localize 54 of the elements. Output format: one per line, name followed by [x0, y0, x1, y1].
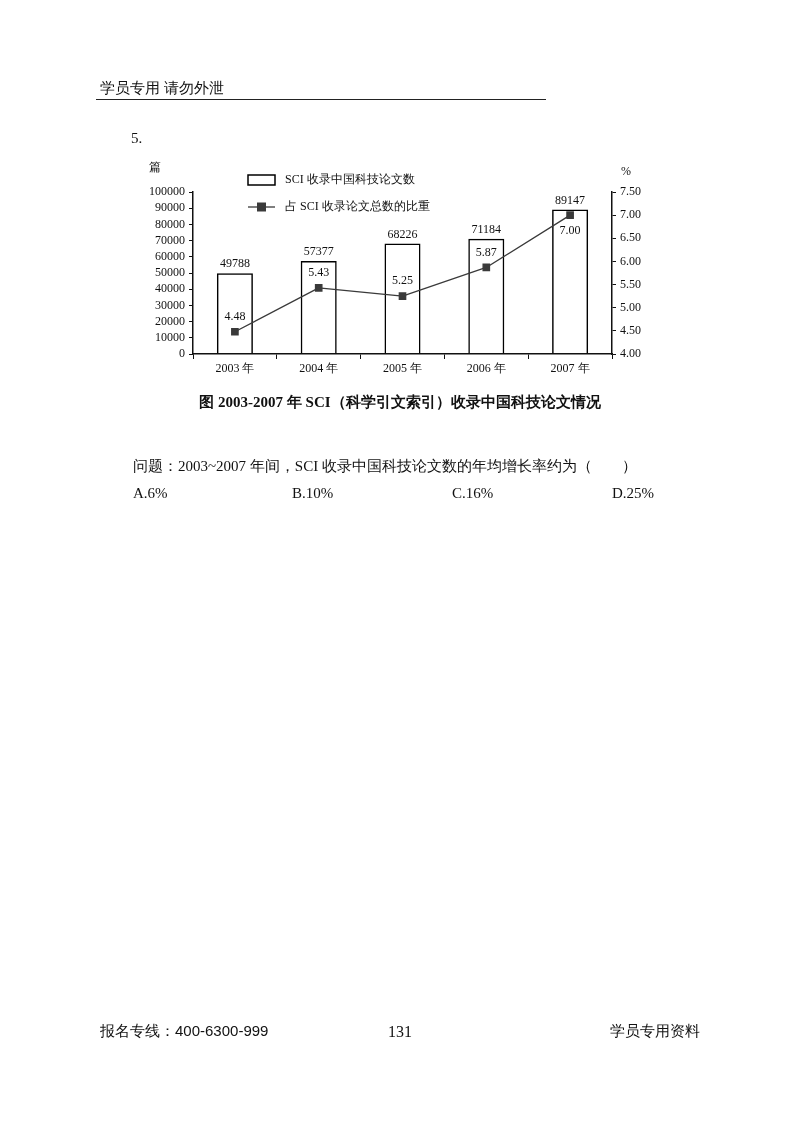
y2-tick-label: 7.50 [620, 184, 641, 199]
y-tick-label: 20000 [155, 313, 185, 328]
data-label: 4.48 [224, 308, 246, 323]
data-label: 7.00 [559, 223, 581, 238]
y2-tick-label: 6.00 [620, 253, 641, 268]
x-tick-label: 2005 年 [383, 361, 422, 376]
y-tick-label: 100000 [149, 184, 185, 199]
data-label: 68226 [387, 226, 418, 241]
text: 图 2003-2007 年 SCI（科学引文索引）收录中国科技论文情况 [199, 393, 601, 411]
y2-tick-label: 4.00 [620, 346, 641, 361]
point [566, 211, 574, 219]
legend-label: SCI 收录中国科技论文数 [285, 172, 415, 187]
x-tick-label: 2004 年 [299, 361, 339, 376]
y2-tick-label: 5.50 [620, 276, 641, 291]
x-tick-label: 2006 年 [466, 361, 506, 376]
y-tick-label: 60000 [155, 248, 185, 263]
y-tick-label: 80000 [155, 216, 185, 231]
data-label: 57377 [303, 244, 334, 259]
x-tick-label: 2007 年 [550, 361, 590, 376]
data-label: 49788 [219, 256, 250, 271]
data-label: 5.25 [392, 273, 413, 288]
y-tick-label: 30000 [155, 297, 185, 312]
y-tick-label: 40000 [155, 281, 185, 296]
text: 报名专线：400-6300-999 [100, 1022, 269, 1040]
text: 5. [131, 129, 143, 147]
text: 131 [388, 1022, 412, 1042]
x-tick-label: 2003 年 [215, 361, 255, 376]
y2-tick-label: 5.00 [620, 299, 641, 314]
point [314, 283, 323, 292]
y2-tick-label: 6.50 [620, 230, 641, 245]
y-tick-label: 50000 [155, 265, 185, 280]
text: D.25% [612, 484, 655, 502]
y-tick-label: 90000 [155, 200, 185, 215]
y-tick-label: 0 [179, 346, 185, 361]
text: A.6% [133, 484, 168, 502]
data-label: 5.43 [308, 264, 330, 279]
y2-tick-label: 4.50 [620, 323, 641, 338]
data-label: 71184 [471, 221, 502, 236]
legend-label: 占 SCI 收录论文总数的比重 [285, 199, 430, 214]
y-tick-label: 70000 [155, 232, 185, 247]
point [231, 327, 239, 336]
text: 问题：2003~2007 年间，SCI 收录中国科技论文数的年均增长率约为（ ） [133, 457, 637, 475]
text: 学员专用 请勿外泄 [100, 79, 225, 97]
data-label: 89147 [555, 192, 586, 207]
data-label: 5.87 [475, 244, 497, 259]
y2-tick-label: 7.00 [620, 207, 641, 222]
point [398, 292, 407, 300]
y2-axis-title: % [621, 164, 631, 179]
y-tick-label: 10000 [155, 329, 185, 344]
y-axis-title: 篇 [149, 160, 161, 175]
text: B.10% [292, 484, 334, 502]
text: C.16% [452, 484, 494, 502]
point [482, 263, 491, 272]
text: 学员专用资料 [610, 1022, 700, 1040]
